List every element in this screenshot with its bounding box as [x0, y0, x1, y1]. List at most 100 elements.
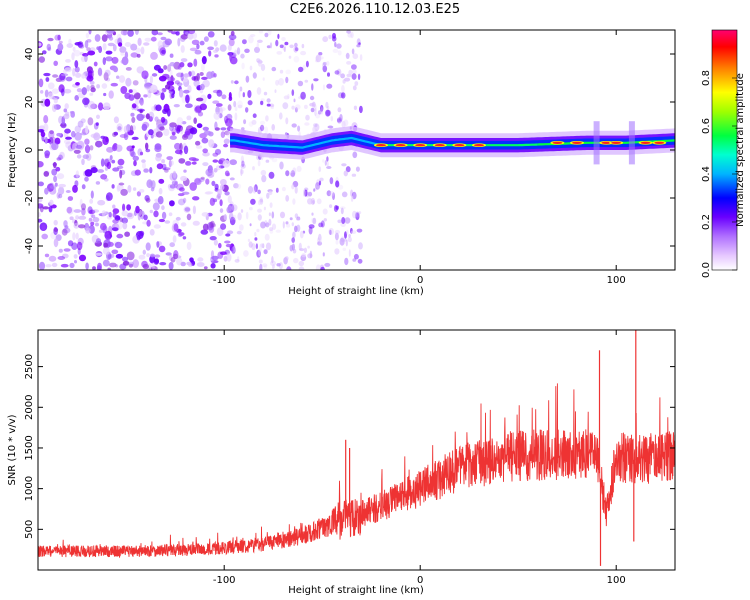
- spectrogram-noise-blob: [258, 249, 261, 257]
- spectrogram-noise-blob: [294, 186, 298, 194]
- spectrogram-noise-blob: [245, 211, 249, 220]
- spectrogram-noise-blob: [196, 43, 200, 50]
- spectrogram-noise-blob: [340, 92, 346, 99]
- spectrogram-noise-blob: [351, 73, 357, 80]
- spectrogram-noise-blob: [144, 83, 151, 88]
- spectrogram-y-tick-label: 20: [24, 96, 35, 109]
- spectrogram-noise-blob: [196, 262, 205, 267]
- spectrogram-noise-blob: [220, 131, 226, 139]
- snr-y-tick-label: 1000: [24, 476, 35, 501]
- spectrogram-noise-blob: [45, 264, 52, 268]
- spectrogram-noise-blob: [324, 160, 327, 166]
- spectrogram-noise-blob: [121, 217, 128, 224]
- spectrogram-noise-blob: [102, 102, 111, 110]
- spectrogram-noise-blob: [64, 225, 69, 229]
- spectrogram-noise-blob: [169, 61, 176, 67]
- spectrogram-noise-blob: [96, 84, 100, 89]
- spectrogram-noise-blob: [86, 47, 91, 52]
- spectrogram-noise-blob: [237, 100, 243, 109]
- spectrogram-noise-blob: [92, 266, 96, 270]
- spectrogram-noise-blob: [255, 243, 258, 250]
- spectrogram-noise-blob: [326, 83, 333, 89]
- spectrogram-noise-blob: [100, 222, 107, 231]
- spectrogram-noise-blob: [131, 136, 139, 140]
- spectrogram-noise-blob: [97, 67, 103, 77]
- spectrogram-noise-blob: [116, 184, 121, 192]
- spectrogram-noise-blob: [51, 168, 58, 176]
- spectrogram-noise-blob: [130, 112, 135, 117]
- spectrogram-noise-blob: [258, 199, 261, 206]
- spectrogram-noise-blob: [154, 258, 160, 264]
- spectrogram-noise-blob: [202, 126, 209, 131]
- spectrogram-noise-blob: [40, 90, 44, 94]
- spectrogram-noise-blob: [84, 138, 90, 145]
- spectrogram-noise-blob: [223, 214, 227, 221]
- spectrogram-noise-blob: [277, 33, 280, 40]
- spectrogram-noise-blob: [228, 34, 237, 40]
- spectrogram-noise-blob: [112, 219, 119, 224]
- spectrogram-noise-blob: [115, 264, 119, 268]
- spectrogram-noise-blob: [186, 241, 192, 251]
- spectrogram-noise-blob: [167, 64, 172, 72]
- spectrogram-noise-blob: [330, 116, 334, 122]
- spectrogram-noise-blob: [289, 172, 296, 177]
- spectrogram-noise-blob: [314, 108, 317, 116]
- spectrogram-noise-blob: [65, 141, 72, 149]
- spectrogram-noise-blob: [123, 132, 129, 141]
- spectrogram-noise-blob: [73, 254, 78, 259]
- spectrogram-noise-blob: [237, 212, 242, 221]
- spectrogram-noise-blob: [320, 266, 325, 270]
- spectrogram-noise-blob: [286, 266, 292, 270]
- spectrogram-noise-blob: [135, 205, 140, 214]
- spectrogram-noise-blob: [108, 36, 114, 41]
- spectrogram-noise-blob: [234, 80, 239, 85]
- spectrogram-noise-blob: [334, 41, 337, 48]
- spectrogram-noise-blob: [126, 212, 135, 220]
- spectrogram-noise-blob: [229, 177, 235, 181]
- spectrogram-noise-blob: [311, 101, 316, 108]
- spectrogram-noise-blob: [184, 207, 191, 212]
- spectrogram-noise-blob: [177, 65, 182, 70]
- spectrogram-noise-blob: [328, 227, 335, 236]
- spectrogram-noise-blob: [151, 262, 155, 270]
- spectrogram-noise-blob: [159, 126, 165, 131]
- spectrogram-noise-blob: [240, 53, 245, 59]
- spectrogram-noise-blob: [116, 123, 123, 132]
- spectrogram-y-ticks: -40 -20 0 20 40: [24, 48, 675, 254]
- spectrogram-y-tick-label: 0: [24, 147, 35, 153]
- spectrogram-noise-blob: [81, 158, 85, 165]
- spectrogram-noise-blob: [233, 183, 239, 189]
- spectrogram-noise-blob: [126, 251, 135, 261]
- spectrogram-noise-blob: [337, 118, 341, 123]
- spectrogram-noise-blob: [247, 100, 253, 106]
- spectrogram-noise-blob: [89, 198, 94, 204]
- spectrogram-noise-blob: [95, 122, 99, 126]
- colorbar-frame: [711, 29, 738, 271]
- spectrogram-noise-blob: [248, 35, 254, 44]
- spectrogram-noise-blob: [174, 80, 180, 85]
- spectrogram-noise-blob: [89, 145, 94, 151]
- spectrogram-noise-blob: [234, 106, 238, 112]
- spectrogram-noise-blob: [314, 187, 318, 191]
- spectrogram-noise-blob: [76, 241, 83, 251]
- spectrogram-noise-blob: [318, 222, 324, 228]
- spectrogram-noise-blob: [303, 247, 307, 253]
- spectrogram-noise-blob: [201, 212, 209, 217]
- spectrogram-noise-blob: [106, 77, 111, 82]
- spectrogram-noise-blob: [38, 212, 41, 218]
- spectrogram-noise-blob: [84, 176, 89, 182]
- spectrogram-noise-blob: [343, 119, 349, 127]
- spectrogram-noise-blob: [59, 123, 67, 127]
- spectrogram-noise-blob: [275, 39, 279, 47]
- spectrogram-noise-blob: [327, 125, 334, 129]
- spectrogram-noise-blob: [254, 184, 258, 193]
- spectrogram-noise-blob: [220, 184, 225, 191]
- spectrogram-noise-blob: [340, 206, 346, 210]
- spectrogram-noise-blob: [190, 127, 198, 135]
- spectrogram-noise-blob: [160, 92, 165, 101]
- spectrogram-noise-blob: [318, 110, 322, 115]
- spectrogram-noise-blob: [142, 249, 146, 255]
- spectrogram-noise-blob: [157, 68, 164, 74]
- spectrogram-noise-blob: [266, 98, 271, 103]
- snr-x-tick-label: 100: [607, 575, 626, 586]
